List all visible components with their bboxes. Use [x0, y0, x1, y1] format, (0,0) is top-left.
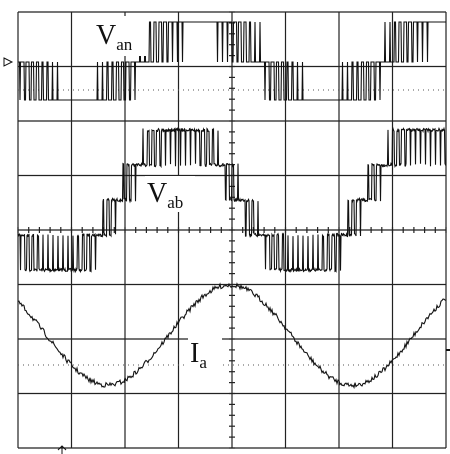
label-sub: ab — [167, 193, 183, 212]
label-sub: a — [199, 353, 207, 372]
label-main: V — [96, 20, 116, 51]
label-sub: an — [116, 35, 133, 54]
background — [0, 0, 450, 454]
scope-screen: Van Vab Ia — [0, 0, 450, 454]
label-main: V — [147, 178, 167, 209]
label-main: I — [190, 338, 199, 369]
